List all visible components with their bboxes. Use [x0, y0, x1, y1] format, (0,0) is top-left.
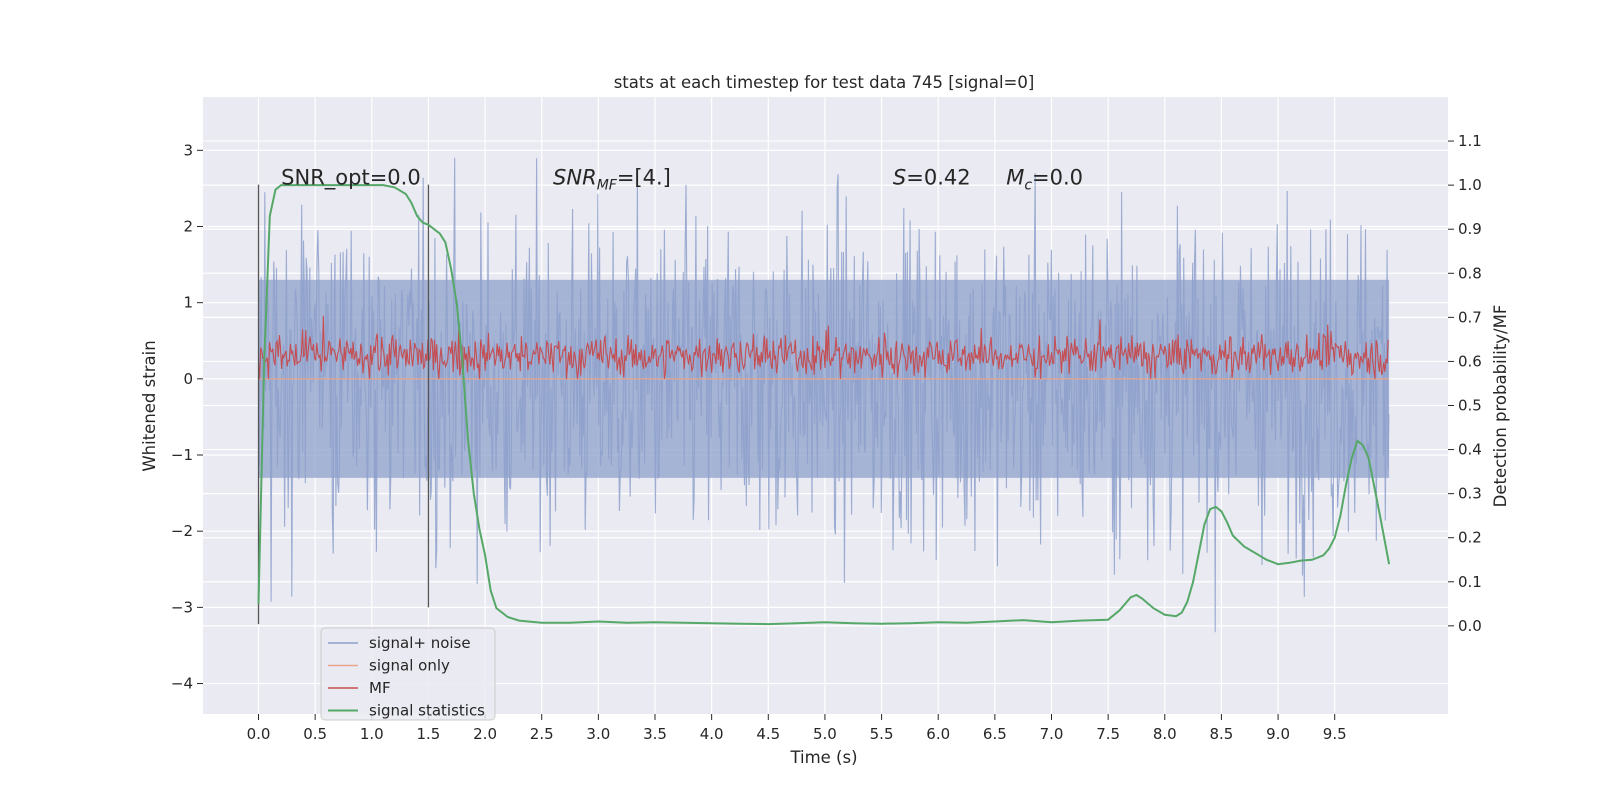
- x-tick-label-7: 3.5: [643, 725, 667, 743]
- legend: signal+ noise signal only MF signal statist…: [320, 627, 496, 721]
- y-tick-label-7: −4: [171, 675, 193, 693]
- signal-statistics-line: [257, 184, 1391, 626]
- annotation-0: SNR_opt=0.0: [281, 166, 421, 191]
- x-tick-label-12: 6.0: [926, 725, 950, 743]
- x-tick-label-8: 4.0: [700, 725, 724, 743]
- y-tick-label-5: −2: [171, 522, 193, 540]
- y-axis-label: Whitened strain: [140, 340, 159, 471]
- x-tick-label-15: 7.5: [1096, 725, 1120, 743]
- y-tick-label-2: 1: [183, 294, 193, 312]
- y2-tick-label-10: 0.1: [1458, 573, 1482, 591]
- y2-tick-label-4: 0.7: [1458, 308, 1482, 326]
- x-tick-label-18: 9.0: [1266, 725, 1290, 743]
- y-tick-label-1: 2: [183, 217, 193, 235]
- signal-statistics-series: [257, 184, 1391, 626]
- y2-tick-label-11: 0.0: [1458, 617, 1482, 635]
- x-tick-label-6: 3.0: [586, 725, 610, 743]
- mf-line: [257, 315, 1389, 379]
- y-axis-ticks: 3 2 1 0 −1 −2 −3 −4: [171, 141, 203, 693]
- y2-tick-label-2: 0.9: [1458, 220, 1482, 238]
- y2-axis-label: Detection probability/MF: [1491, 305, 1510, 508]
- annotation-3: Mc=0.0: [1006, 166, 1083, 194]
- x-axis-ticks: 0.0 0.5 1.0 1.5 2.0 2.5 3.0 3.5 4.0 4.5 5.0 5.5 6.0 6…: [247, 714, 1347, 743]
- x-tick-label-0: 0.0: [247, 725, 271, 743]
- x-tick-label-16: 8.0: [1153, 725, 1177, 743]
- x-tick-label-1: 0.5: [303, 725, 327, 743]
- y-tick-label-3: 0: [183, 370, 193, 388]
- x-tick-label-9: 4.5: [756, 725, 780, 743]
- y2-tick-label-3: 0.8: [1458, 264, 1482, 282]
- legend-label-3: signal statistics: [369, 702, 485, 720]
- y2-axis-ticks: 1.1 1.0 0.9 0.8 0.7 0.6 0.5 0.4 0.3 0.2 0.1 0.0: [1448, 132, 1482, 635]
- x-tick-label-14: 7.0: [1040, 725, 1064, 743]
- y2-tick-label-6: 0.5: [1458, 397, 1482, 415]
- y-tick-label-0: 3: [183, 141, 193, 159]
- legend-label-1: signal only: [369, 657, 450, 675]
- x-tick-label-17: 8.5: [1210, 725, 1234, 743]
- legend-label-2: MF: [369, 679, 391, 697]
- x-tick-label-2: 1.0: [360, 725, 384, 743]
- x-tick-label-11: 5.5: [870, 725, 894, 743]
- x-tick-label-4: 2.0: [473, 725, 497, 743]
- y-tick-label-4: −1: [171, 446, 193, 464]
- y2-tick-label-0: 1.1: [1458, 132, 1482, 150]
- chart-title: stats at each timestep for test data 745…: [614, 73, 1035, 92]
- annotation-2: S=0.42: [893, 166, 971, 190]
- x-tick-label-10: 5.0: [813, 725, 837, 743]
- annotation-1: SNRMF=[4.]: [553, 166, 671, 194]
- y2-tick-label-9: 0.2: [1458, 529, 1482, 547]
- y2-tick-label-5: 0.6: [1458, 352, 1482, 370]
- x-tick-label-5: 2.5: [530, 725, 554, 743]
- y2-tick-label-8: 0.3: [1458, 485, 1482, 503]
- x-tick-label-3: 1.5: [417, 725, 441, 743]
- x-axis-label: Time (s): [789, 748, 857, 767]
- vertical-markers: [257, 184, 430, 625]
- x-tick-label-19: 9.5: [1323, 725, 1347, 743]
- y2-tick-label-7: 0.4: [1458, 441, 1482, 459]
- legend-label-0: signal+ noise: [369, 634, 471, 652]
- mf-series: [257, 315, 1389, 379]
- y2-tick-label-1: 1.0: [1458, 176, 1482, 194]
- y-tick-label-6: −3: [171, 598, 193, 616]
- annotations: SNR_opt=0.0 SNRMF=[4.] S=0.42 Mc=0.0: [281, 166, 1083, 194]
- x-tick-label-13: 6.5: [983, 725, 1007, 743]
- legend-box: [320, 627, 496, 721]
